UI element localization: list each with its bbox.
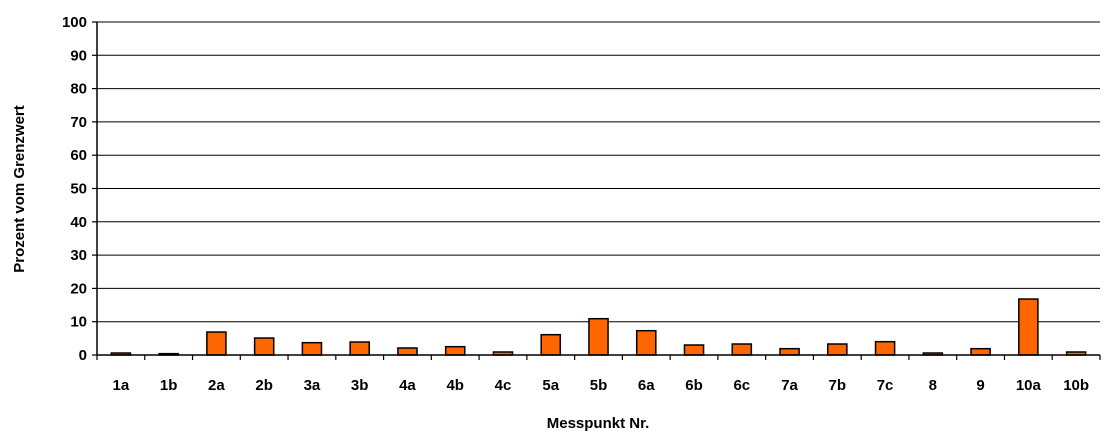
x-tick-label: 9: [976, 377, 984, 394]
bar-5b: [588, 317, 609, 356]
y-tick-label: 50: [70, 181, 87, 198]
y-tick-label: 10: [70, 314, 87, 331]
bar-4a: [397, 347, 418, 356]
bar-5a: [540, 333, 562, 356]
y-tick-label: 90: [70, 47, 87, 64]
y-tick-label: 100: [62, 14, 87, 31]
x-tick-label: 8: [929, 377, 937, 394]
x-tick-label: 4c: [495, 377, 512, 394]
x-tick-label: 6c: [733, 377, 750, 394]
x-tick-label: 10b: [1063, 377, 1089, 394]
x-tick-label: 1b: [160, 377, 178, 394]
y-tick-label: 70: [70, 114, 87, 131]
y-tick-label: 30: [70, 247, 87, 264]
gridlines: [97, 21, 1100, 323]
bar-7a: [779, 347, 800, 356]
bar-4b: [444, 345, 466, 356]
x-tick-label: 3a: [304, 377, 321, 394]
y-tick-label: 20: [70, 280, 87, 297]
y-tick-label: 60: [70, 147, 87, 164]
bar-6a: [635, 329, 657, 356]
y-axis-ticks: 0 10 20 30 40 50 60 70 80 90 100: [62, 14, 97, 364]
y-tick-label: 0: [79, 347, 87, 364]
y-tick-label: 80: [70, 81, 87, 98]
bar-6b: [683, 344, 705, 356]
bar-3a: [301, 341, 323, 356]
x-tick-label: 2a: [208, 377, 225, 394]
x-tick-label: 4a: [399, 377, 416, 394]
x-tick-label: 7b: [829, 377, 847, 394]
bar-9: [970, 347, 991, 356]
y-tick-label: 40: [70, 214, 87, 231]
bar-7b: [827, 343, 848, 356]
x-tick-label: 6a: [638, 377, 655, 394]
x-axis-ticks: 1a 1b 2a 2b 3a 3b 4a 4b 4c 5a 5b 6a 6b 6c 7a 7b 7c 8 9 10a 1…: [96, 355, 1101, 394]
x-tick-label: 6b: [685, 377, 703, 394]
bar-10a: [1018, 298, 1039, 356]
bar-2a: [206, 331, 227, 356]
x-tick-label: 7c: [877, 377, 894, 394]
x-tick-label: 4b: [446, 377, 464, 394]
x-tick-label: 10a: [1016, 377, 1042, 394]
bars: [110, 298, 1087, 356]
x-tick-label: 5b: [590, 377, 608, 394]
bar-7c: [874, 340, 896, 356]
x-tick-label: 7a: [781, 377, 798, 394]
x-tick-label: 2b: [255, 377, 273, 394]
x-tick-label: 3b: [351, 377, 369, 394]
bar-6c: [731, 343, 753, 356]
x-tick-label: 5a: [542, 377, 559, 394]
bar-3b: [349, 341, 370, 356]
bar-2b: [253, 337, 275, 356]
x-axis-label: Messpunkt Nr.: [547, 415, 650, 432]
y-axis-label: Prozent vom Grenzwert: [11, 105, 28, 273]
x-tick-label: 1a: [113, 377, 130, 394]
